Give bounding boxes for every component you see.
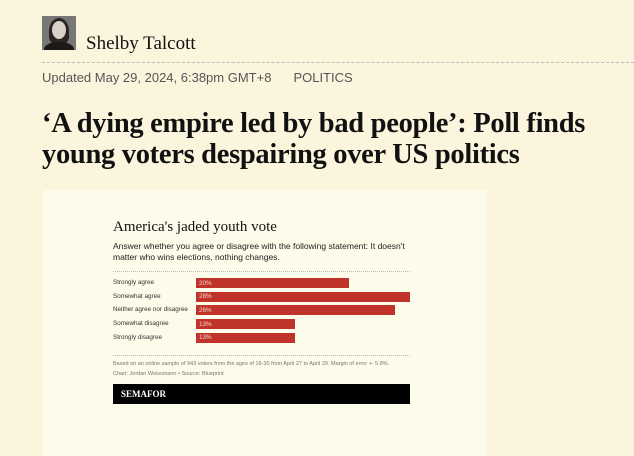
- chart-divider: [113, 355, 410, 356]
- category-label: Somewhat agree: [113, 292, 161, 300]
- chart-subtitle: Answer whether you agree or disagree wit…: [113, 241, 405, 262]
- author-avatar[interactable]: [42, 16, 76, 50]
- data-label: 13%: [199, 320, 212, 328]
- chart-row: Somewhat disagree 13%: [113, 319, 423, 330]
- author-name[interactable]: Shelby Talcott: [86, 33, 196, 54]
- updated-timestamp: Updated May 29, 2024, 6:38pm GMT+8: [42, 70, 272, 85]
- bar: 28%: [196, 291, 410, 302]
- chart-title: America's jaded youth vote: [113, 219, 277, 235]
- chart-note: Based on an online sample of 943 voters …: [113, 361, 390, 367]
- data-label: 20%: [199, 279, 212, 287]
- article-headline: ‘A dying empire led by bad people’: Poll…: [42, 108, 586, 170]
- category-label: Strongly disagree: [113, 333, 163, 341]
- bar: 13%: [196, 332, 296, 343]
- chart-row: Somewhat agree 28%: [113, 291, 423, 303]
- data-label: 28%: [199, 293, 212, 301]
- bar: 20%: [196, 278, 349, 288]
- chart-divider: [113, 271, 410, 272]
- chart-image: America's jaded youth vote Answer whethe…: [43, 190, 486, 456]
- avatar-face: [52, 21, 66, 39]
- avatar-body: [44, 42, 74, 50]
- chart-row: Strongly agree 20%: [113, 278, 423, 289]
- semafor-logo: SEMAFOR: [113, 384, 410, 404]
- data-label: 13%: [199, 334, 212, 342]
- chart-row: Neither agree nor disagree 26%: [113, 305, 423, 316]
- divider: [42, 62, 634, 63]
- data-label: 26%: [199, 306, 212, 314]
- category-label: Strongly agree: [113, 279, 154, 286]
- category-link[interactable]: POLITICS: [293, 70, 353, 85]
- chart-credit: Chart: Jordan Weissmann • Source: Bluepr…: [113, 371, 224, 377]
- bar: 26%: [196, 305, 395, 316]
- category-label: Neither agree nor disagree: [113, 306, 188, 314]
- article-meta: Updated May 29, 2024, 6:38pm GMT+8 POLITI…: [42, 70, 353, 85]
- category-label: Somewhat disagree: [113, 320, 169, 328]
- bar: 13%: [196, 319, 296, 330]
- chart-row: Strongly disagree 13%: [113, 332, 423, 344]
